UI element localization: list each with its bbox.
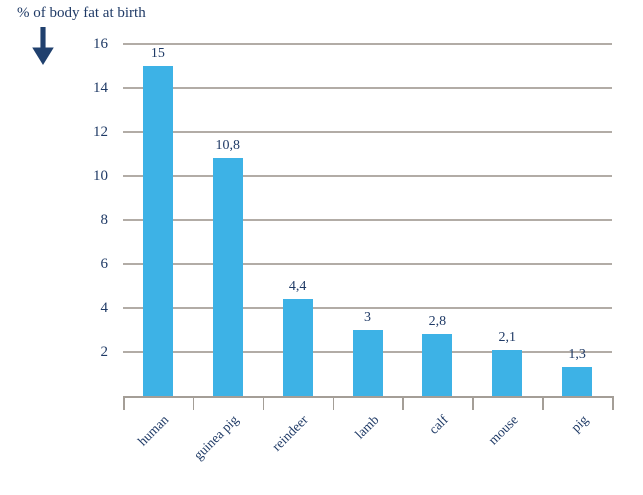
y-axis-tick-label: 2 (100, 344, 109, 360)
bar-mouse (492, 350, 522, 396)
gridline-16 (123, 43, 612, 45)
x-category-label: reindeer (269, 412, 312, 454)
x-category-label: pig (567, 412, 591, 435)
bar-value-label: 10,8 (215, 138, 241, 153)
y-axis-tick-label: 10 (93, 168, 108, 184)
gridline-6 (123, 263, 612, 265)
x-axis-tick (472, 396, 474, 410)
bar-value-label: 4,4 (288, 279, 307, 294)
gridline-10 (123, 175, 612, 177)
bar-calf (422, 334, 452, 396)
y-axis-tick-label: 6 (100, 256, 109, 272)
bar-pig (562, 367, 592, 396)
x-axis-tick (262, 396, 265, 410)
bar-value-label: 2,8 (428, 314, 447, 329)
bar-value-label: 15 (150, 46, 165, 61)
bar-value-label: 1,3 (568, 347, 586, 362)
x-category-label: guinea pig (190, 412, 242, 463)
y-axis-tick-label: 16 (93, 36, 108, 52)
x-axis-tick (542, 396, 544, 410)
bar-value-label: 2,1 (498, 330, 516, 345)
gridline-4 (123, 307, 612, 309)
gridline-12 (123, 131, 612, 133)
x-category-label: mouse (485, 412, 521, 448)
bar-reindeer (283, 299, 313, 396)
x-axis-tick (402, 396, 404, 410)
y-axis-tick-label: 4 (100, 300, 109, 316)
bar-human (143, 66, 173, 396)
gridline-14 (123, 87, 612, 89)
y-axis-tick-label: 8 (100, 212, 109, 228)
x-category-label: calf (426, 412, 451, 437)
chart-title: % of body fat at birth (17, 5, 146, 21)
gridline-8 (123, 219, 612, 221)
x-axis-line (123, 396, 613, 398)
x-category-label: human (134, 412, 172, 449)
bar-value-label: 3 (364, 310, 371, 325)
x-category-label: lamb (351, 412, 382, 442)
x-axis-tick (332, 396, 335, 410)
y-axis-tick-label: 14 (93, 80, 108, 96)
y-axis-tick-label: 12 (93, 124, 108, 140)
x-axis-tick (192, 396, 195, 410)
x-axis-tick (612, 396, 614, 410)
down-arrow-icon (32, 27, 54, 65)
bar-guinea-pig (213, 158, 243, 396)
bar-lamb (353, 330, 383, 396)
x-axis-tick (123, 396, 125, 410)
